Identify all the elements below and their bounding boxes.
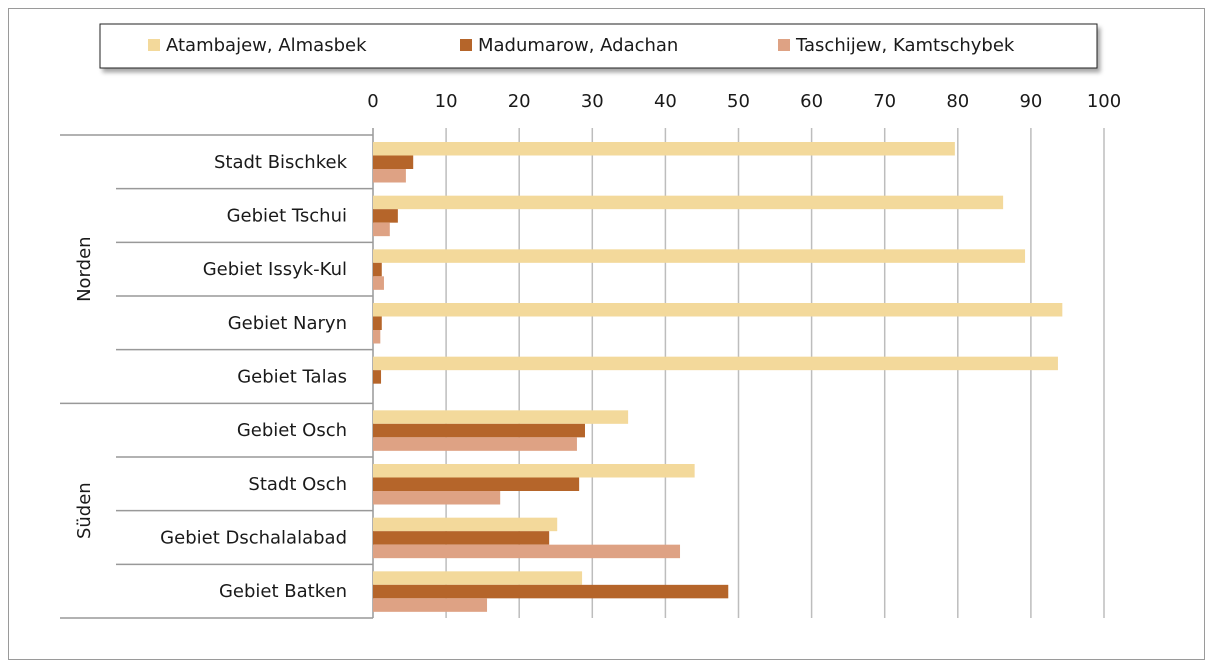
bar	[373, 169, 406, 183]
x-tick-label: 30	[581, 91, 604, 112]
y-tick-label: Stadt Bischkek	[214, 152, 348, 173]
x-tick-label: 20	[508, 91, 531, 112]
x-tick-label: 100	[1087, 91, 1121, 112]
bar	[373, 262, 382, 277]
bar	[373, 370, 382, 384]
bar	[373, 571, 583, 585]
y-tick-label: Gebiet Tschui	[227, 206, 347, 227]
x-tick-label: 40	[654, 91, 677, 112]
bar	[373, 464, 695, 478]
legend-label: Taschijew, Kamtschybek	[795, 35, 1015, 56]
y-tick-label: Gebiet Naryn	[228, 313, 347, 334]
bar	[373, 356, 1058, 371]
bar	[373, 276, 384, 290]
bar	[373, 249, 1026, 263]
y-tick-label: Gebiet Osch	[237, 420, 347, 441]
legend-label: Atambajew, Almasbek	[166, 35, 367, 56]
legend-swatch	[148, 39, 160, 51]
group-label: Süden	[74, 482, 95, 539]
x-tick-label: 90	[1019, 91, 1042, 112]
bar	[373, 142, 955, 156]
y-tick-label: Gebiet Issyk-Kul	[203, 259, 347, 280]
bar	[373, 491, 501, 505]
x-tick-label: 10	[435, 91, 458, 112]
x-tick-label: 60	[800, 91, 823, 112]
bar	[373, 410, 629, 424]
y-tick-label: Gebiet Dschalalabad	[160, 528, 347, 549]
x-tick-label: 0	[367, 91, 378, 112]
legend-label: Madumarow, Adachan	[478, 35, 678, 56]
bar	[373, 544, 681, 559]
bar	[373, 423, 585, 438]
x-tick-label: 50	[727, 91, 750, 112]
legend	[99, 23, 1098, 69]
legend-swatch	[460, 39, 472, 51]
bar	[373, 330, 381, 344]
bar	[373, 316, 382, 330]
y-tick-label: Gebiet Talas	[237, 367, 347, 388]
bar	[373, 195, 1004, 210]
y-tick-label: Gebiet Batken	[219, 581, 347, 602]
bar	[373, 303, 1063, 317]
bar	[373, 437, 577, 451]
bar	[373, 222, 390, 237]
x-tick-label: 80	[946, 91, 969, 112]
bar	[373, 531, 550, 545]
bar	[373, 477, 580, 491]
x-tick-label: 70	[873, 91, 896, 112]
bar	[373, 584, 729, 599]
y-tick-label: Stadt Osch	[248, 474, 347, 495]
legend-swatch	[778, 39, 790, 51]
bar	[373, 209, 398, 223]
bar	[373, 598, 488, 612]
group-label: Norden	[74, 236, 95, 301]
bar	[373, 155, 414, 169]
bar	[373, 517, 558, 532]
